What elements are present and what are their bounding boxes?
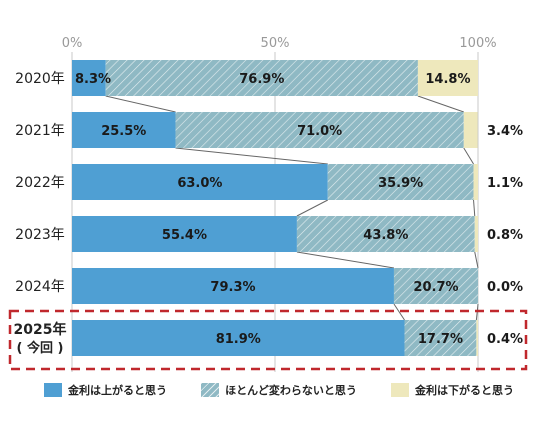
bar-segment-same bbox=[296, 216, 475, 252]
legend-item-up: 金利は上がると思う bbox=[44, 382, 167, 398]
connector-line bbox=[463, 147, 474, 165]
connector-line bbox=[474, 251, 479, 269]
data-label-up: 79.3% bbox=[210, 280, 255, 295]
data-label-down: 14.8% bbox=[425, 72, 470, 87]
category-sublabel: ( 今回 ) bbox=[17, 340, 64, 356]
data-label-same: 20.7% bbox=[413, 280, 458, 295]
legend-label-up: 金利は上がると思う bbox=[68, 384, 167, 397]
connector-line bbox=[296, 199, 329, 217]
bar-segment-down bbox=[476, 320, 478, 356]
bars bbox=[72, 60, 478, 356]
bar-segment-up bbox=[72, 216, 297, 252]
bar-segment-up bbox=[72, 320, 405, 356]
connector-line bbox=[105, 95, 176, 113]
current-year-highlight-box bbox=[8, 309, 528, 371]
connector-line bbox=[175, 147, 328, 165]
bar-segment-same bbox=[175, 112, 464, 148]
bar-segment-same bbox=[393, 268, 478, 304]
category-label: 2021年 bbox=[15, 123, 65, 139]
data-label-down: 0.0% bbox=[487, 280, 523, 295]
category-label: 2020年 bbox=[15, 71, 65, 87]
data-label-same: 76.9% bbox=[239, 72, 284, 87]
bar-segment-up bbox=[72, 268, 394, 304]
data-label-up: 81.9% bbox=[216, 332, 261, 347]
bar-segment-down bbox=[417, 60, 478, 96]
legend-label-down: 金利は下がると思う bbox=[414, 384, 514, 397]
bar-segment-down bbox=[473, 164, 478, 200]
data-label-same: 71.0% bbox=[297, 124, 342, 139]
category-label: 2023年 bbox=[15, 227, 65, 243]
data-label-down: 1.1% bbox=[487, 176, 523, 191]
data-label-up: 63.0% bbox=[177, 176, 222, 191]
bar-segment-same bbox=[327, 164, 474, 200]
connector-line bbox=[296, 251, 395, 269]
data-label-up: 8.3% bbox=[75, 72, 111, 87]
connector-line bbox=[473, 199, 476, 217]
bar-segment-up bbox=[72, 112, 176, 148]
data-label-down: 3.4% bbox=[487, 124, 523, 139]
legend-swatch-down bbox=[390, 383, 409, 397]
gridlines bbox=[71, 52, 479, 372]
bar-segment-down bbox=[474, 216, 478, 252]
data-label-same: 35.9% bbox=[378, 176, 423, 191]
data-label-same: 43.8% bbox=[363, 228, 408, 243]
legend-item-same: ほとんど変わらないと思う bbox=[201, 382, 357, 398]
legend-label-same: ほとんど変わらないと思う bbox=[225, 384, 357, 397]
category-label: 2022年 bbox=[15, 175, 65, 191]
data-label-up: 25.5% bbox=[101, 124, 146, 139]
legend-swatch-same bbox=[201, 383, 220, 397]
bar-segment-same bbox=[105, 60, 418, 96]
legend-item-down: 金利は下がると思う bbox=[390, 382, 514, 398]
bar-segment-up bbox=[72, 164, 328, 200]
legend-swatch-up bbox=[44, 383, 62, 397]
data-label-up: 55.4% bbox=[162, 228, 207, 243]
category-label: 2025年 bbox=[14, 321, 67, 338]
labels: 0% 50% 100% 2020年 8.3% 76.9% 14.8% 2021年 25.5% 71… bbox=[14, 36, 524, 356]
data-label-same: 17.7% bbox=[418, 332, 463, 347]
legend: 金利は上がると思う ほとんど変わらないと思う 金利は下がると思う bbox=[44, 381, 514, 399]
x-tick-label: 0% bbox=[62, 36, 83, 51]
data-label-down: 0.8% bbox=[487, 228, 523, 243]
data-label-down: 0.4% bbox=[487, 332, 523, 347]
x-tick-label: 50% bbox=[261, 36, 290, 51]
category-label: 2024年 bbox=[15, 279, 65, 295]
bar-segment-down bbox=[463, 112, 478, 148]
bar-segment-up bbox=[72, 60, 106, 96]
connector-line bbox=[417, 95, 464, 113]
x-tick-label: 100% bbox=[459, 36, 496, 51]
connector-line bbox=[393, 303, 405, 321]
bar-segment-same bbox=[404, 320, 477, 356]
